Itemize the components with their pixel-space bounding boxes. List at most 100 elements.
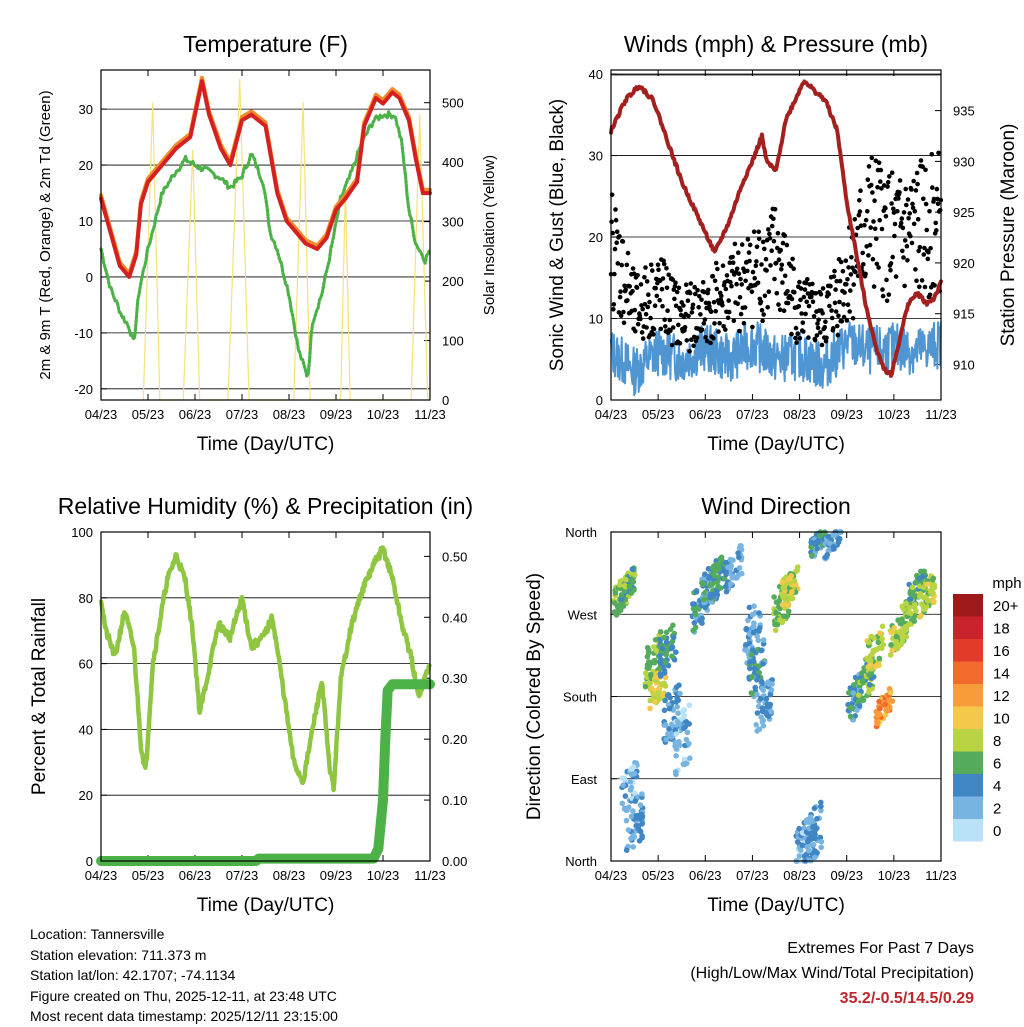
- gust-dot: [762, 246, 767, 252]
- rh-frame: [100, 531, 431, 862]
- wind-dir-dot: [722, 583, 729, 590]
- wind-dir-dot: [623, 576, 629, 583]
- gust-dot: [706, 287, 711, 293]
- temp-dewpoint-line: [99, 110, 432, 378]
- gust-dot: [921, 252, 927, 257]
- gust-dot: [796, 304, 802, 309]
- gust-dot: [635, 273, 640, 278]
- gust-dot: [677, 341, 683, 346]
- wind-dir-dot: [755, 637, 762, 644]
- gust-dot: [625, 298, 630, 303]
- gust-dot: [734, 281, 739, 287]
- wdir-xtick-label: 07/23: [736, 868, 769, 883]
- wdir-frame: [610, 531, 942, 862]
- gust-dot: [829, 315, 835, 321]
- gust-dot: [872, 198, 877, 203]
- gust-dot: [884, 277, 889, 283]
- wind-dir-dot: [673, 649, 679, 655]
- wind-dir-dot: [628, 784, 635, 791]
- gust-dot: [650, 268, 655, 273]
- wind-dir-dot: [630, 832, 636, 839]
- temp-y2label: Solar Insolation (Yellow): [481, 155, 498, 315]
- wind-dir-dot: [801, 853, 808, 859]
- gust-dot: [885, 179, 891, 185]
- gust-dot: [890, 254, 895, 260]
- gust-dot: [926, 249, 931, 255]
- gust-dot: [774, 290, 780, 296]
- temp-ytick-label: 0: [86, 270, 93, 285]
- wind-gust-dots: [608, 150, 944, 354]
- wind-dir-dot: [710, 565, 716, 572]
- wind-dir-dot: [674, 694, 680, 701]
- wind-dir-dot: [893, 633, 900, 640]
- gust-dot: [934, 228, 939, 233]
- gust-dot: [754, 259, 759, 264]
- wind-dir-dot: [811, 805, 818, 812]
- wind-frame: [610, 69, 942, 401]
- gust-dot: [760, 318, 765, 324]
- gust-dot: [863, 217, 869, 223]
- wind-dir-dot: [625, 827, 632, 833]
- gust-dot: [698, 312, 703, 317]
- wind-dir-dot: [622, 583, 629, 590]
- wind-dir-dot: [788, 573, 795, 579]
- gust-dot: [764, 268, 769, 273]
- gust-dot: [654, 293, 660, 299]
- wind-dir-dot: [912, 601, 918, 607]
- rh-xtick-label: 04/23: [85, 868, 118, 883]
- wind-dir-dot: [661, 667, 668, 674]
- gust-dot: [789, 331, 794, 337]
- wind-dir-dot: [611, 600, 618, 606]
- gust-dot: [738, 311, 744, 317]
- gust-dot: [865, 177, 871, 182]
- gust-dot: [885, 184, 890, 189]
- wind-dir-dot: [735, 550, 741, 556]
- gust-dot: [775, 230, 781, 236]
- gust-dot: [910, 201, 915, 207]
- wind-dir-dot: [618, 592, 625, 598]
- gust-dot: [738, 276, 743, 282]
- rh-ytick-label: 60: [79, 657, 93, 672]
- gust-dot: [761, 312, 766, 317]
- rh-y2tick-label: 0.30: [442, 671, 467, 686]
- rh-precip-line: [96, 679, 435, 866]
- gust-dot: [889, 170, 895, 175]
- gust-dot: [755, 280, 761, 286]
- wind-dir-dot: [772, 627, 779, 634]
- gust-dot: [732, 241, 738, 247]
- gust-dot: [789, 296, 795, 302]
- wind-dir-dot: [681, 761, 688, 767]
- gust-dot: [745, 237, 751, 242]
- wind-xtick-label: 06/23: [689, 407, 722, 422]
- gust-dot: [780, 240, 786, 246]
- gust-dot: [832, 300, 838, 306]
- wind-dir-dot: [799, 842, 806, 849]
- wind-dir-dot: [780, 594, 786, 601]
- gust-dot: [701, 321, 707, 326]
- gust-dot: [768, 263, 773, 268]
- gust-dot: [617, 294, 623, 300]
- wind-dir-dot: [751, 665, 758, 672]
- wind-dir-dot: [875, 639, 882, 646]
- wind-dir-dot: [633, 815, 639, 822]
- gust-dot: [632, 307, 638, 313]
- rh-title: Relative Humidity (%) & Precipitation (i…: [58, 493, 473, 519]
- wind-dir-dot: [619, 800, 626, 807]
- gust-dot: [747, 242, 753, 248]
- gust-dot: [673, 280, 678, 286]
- gust-dot: [901, 210, 907, 215]
- gust-dot: [879, 186, 884, 191]
- gust-dot: [703, 335, 708, 340]
- gust-dot: [762, 293, 768, 299]
- gust-dot: [647, 299, 652, 305]
- wind-dir-dot: [763, 710, 769, 716]
- wind-dir-dot: [639, 833, 645, 839]
- gust-dot: [655, 262, 661, 268]
- wind-dir-dot: [758, 647, 764, 654]
- wind-dir-dot: [717, 556, 724, 562]
- gust-dot: [868, 182, 874, 188]
- gust-dot: [895, 209, 900, 214]
- wind-dir-dot: [767, 703, 773, 709]
- gust-dot: [663, 324, 668, 329]
- gust-dot: [666, 272, 671, 278]
